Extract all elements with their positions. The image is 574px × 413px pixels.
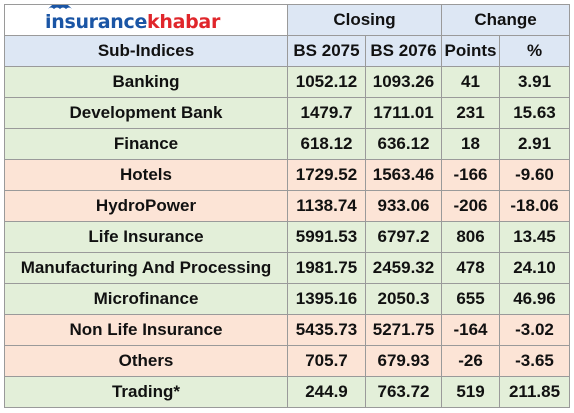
bs2076-value-cell: 2459.32 [365,252,442,284]
points-change-cell: 231 [441,97,500,129]
bs2075-value-cell: 705.7 [287,345,366,377]
percent-change-cell: 13.45 [499,221,570,253]
points-change-cell: 478 [441,252,500,284]
subindex-name-cell: Hotels [4,159,288,191]
subindices-column-header: Sub-Indices [4,35,288,67]
percent-column-header: % [499,35,570,67]
points-change-cell: 655 [441,283,500,315]
table-row: Microfinance 1395.16 2050.3 655 46.96 [4,283,570,315]
points-change-cell: -164 [441,314,500,346]
table-row: HydroPower 1138.74 933.06 -206 -18.06 [4,190,570,222]
sub-indices-table: insurancekhabar Closing Change Sub-Indic… [4,4,570,408]
percent-change-cell: -3.65 [499,345,570,377]
table-row: Trading* 244.9 763.72 519 211.85 [4,376,570,408]
percent-change-cell: 2.91 [499,128,570,160]
table-row: Hotels 1729.52 1563.46 -166 -9.60 [4,159,570,191]
percent-change-cell: 15.63 [499,97,570,129]
table-row: Manufacturing And Processing 1981.75 2459.… [4,252,570,284]
subindex-name-cell: Banking [4,66,288,98]
bs2076-value-cell: 1093.26 [365,66,442,98]
subindex-name-cell: Life Insurance [4,221,288,253]
subindex-name-cell: Others [4,345,288,377]
subindex-name-cell: Non Life Insurance [4,314,288,346]
percent-change-cell: 211.85 [499,376,570,408]
percent-change-cell: 46.96 [499,283,570,315]
percent-change-cell: -3.02 [499,314,570,346]
header-row-columns: Sub-Indices BS 2075 BS 2076 Points % [4,35,570,67]
bs2075-value-cell: 618.12 [287,128,366,160]
points-change-cell: -166 [441,159,500,191]
bs2076-value-cell: 1563.46 [365,159,442,191]
bs2075-column-header: BS 2075 [287,35,366,67]
bs2076-value-cell: 1711.01 [365,97,442,129]
umbrella-icon [48,5,72,9]
table-row: Non Life Insurance 5435.73 5271.75 -164 -3.0… [4,314,570,346]
bs2075-value-cell: 1052.12 [287,66,366,98]
bs2076-value-cell: 5271.75 [365,314,442,346]
points-column-header: Points [441,35,500,67]
points-change-cell: 18 [441,128,500,160]
percent-change-cell: 3.91 [499,66,570,98]
bs2076-value-cell: 679.93 [365,345,442,377]
points-change-cell: 519 [441,376,500,408]
bs2076-value-cell: 636.12 [365,128,442,160]
bs2075-value-cell: 1395.16 [287,283,366,315]
closing-group-header: Closing [287,4,442,36]
insurancekhabar-logo: insurancekhabar [45,5,221,33]
subindex-name-cell: Microfinance [4,283,288,315]
table-row: Banking 1052.12 1093.26 41 3.91 [4,66,570,98]
bs2075-value-cell: 1729.52 [287,159,366,191]
subindex-name-cell: Manufacturing And Processing [4,252,288,284]
bs2075-value-cell: 5991.53 [287,221,366,253]
table-row: Life Insurance 5991.53 6797.2 806 13.45 [4,221,570,253]
percent-change-cell: -9.60 [499,159,570,191]
bs2075-value-cell: 1138.74 [287,190,366,222]
bs2075-value-cell: 244.9 [287,376,366,408]
points-change-cell: -26 [441,345,500,377]
bs2075-value-cell: 1981.75 [287,252,366,284]
bs2076-value-cell: 763.72 [365,376,442,408]
bs2076-value-cell: 6797.2 [365,221,442,253]
bs2076-value-cell: 2050.3 [365,283,442,315]
table-row: Others 705.7 679.93 -26 -3.65 [4,345,570,377]
subindex-name-cell: Development Bank [4,97,288,129]
header-row-top: insurancekhabar Closing Change [4,4,570,36]
table-row: Finance 618.12 636.12 18 2.91 [4,128,570,160]
percent-change-cell: 24.10 [499,252,570,284]
bs2076-column-header: BS 2076 [365,35,442,67]
points-change-cell: 806 [441,221,500,253]
points-change-cell: 41 [441,66,500,98]
change-group-header: Change [441,4,570,36]
subindex-name-cell: HydroPower [4,190,288,222]
bs2076-value-cell: 933.06 [365,190,442,222]
logo-text-insurance: insurance [45,11,148,33]
percent-change-cell: -18.06 [499,190,570,222]
table-row: Development Bank 1479.7 1711.01 231 15.63 [4,97,570,129]
logo-cell: insurancekhabar [4,4,288,36]
bs2075-value-cell: 5435.73 [287,314,366,346]
subindex-name-cell: Trading* [4,376,288,408]
points-change-cell: -206 [441,190,500,222]
bs2075-value-cell: 1479.7 [287,97,366,129]
logo-text-khabar: khabar [147,11,221,33]
subindex-name-cell: Finance [4,128,288,160]
